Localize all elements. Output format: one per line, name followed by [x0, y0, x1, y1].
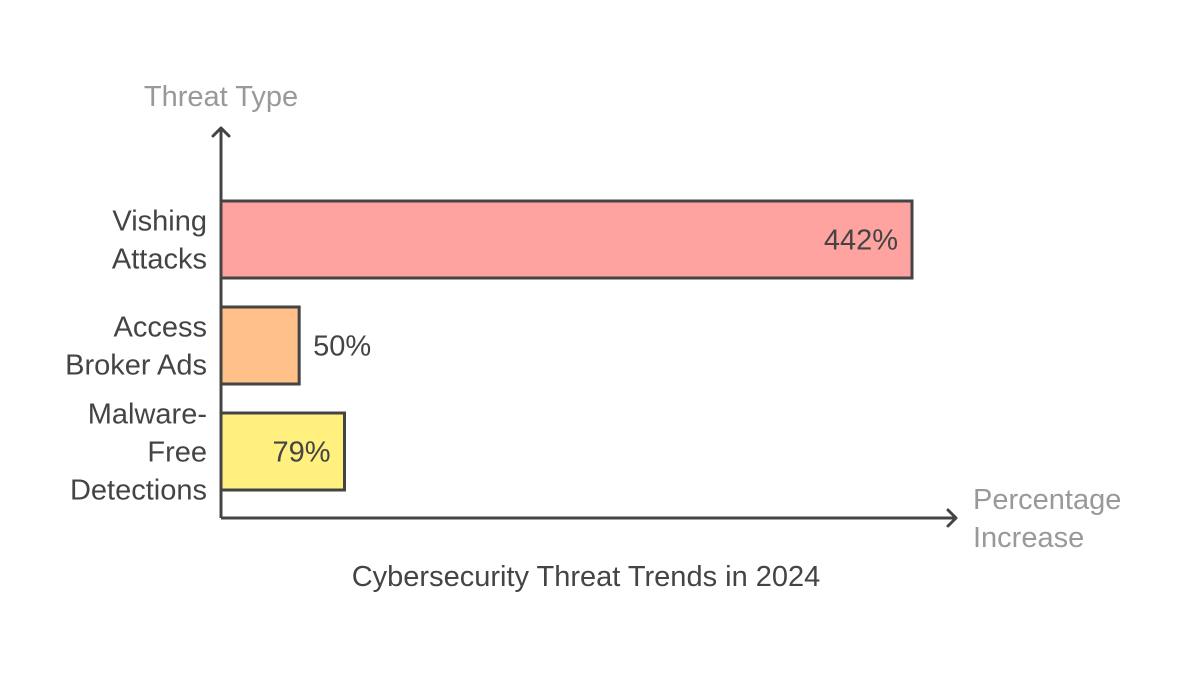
bar — [219, 305, 301, 386]
bar-value-label: 442% — [824, 225, 898, 257]
category-label: Access Broker Ads — [65, 312, 207, 382]
category-label: Malware-Free Detections — [70, 399, 207, 507]
bar-value-label: 50% — [313, 331, 371, 363]
category-label: Vishing Attacks — [112, 206, 207, 276]
bar — [219, 199, 914, 280]
bar-value-label: 79% — [272, 437, 330, 469]
x-axis-label: Percentage Increase — [973, 484, 1121, 554]
chart-title: Cybersecurity Threat Trends in 2024 — [352, 561, 821, 593]
y-axis-label: Threat Type — [144, 81, 298, 113]
